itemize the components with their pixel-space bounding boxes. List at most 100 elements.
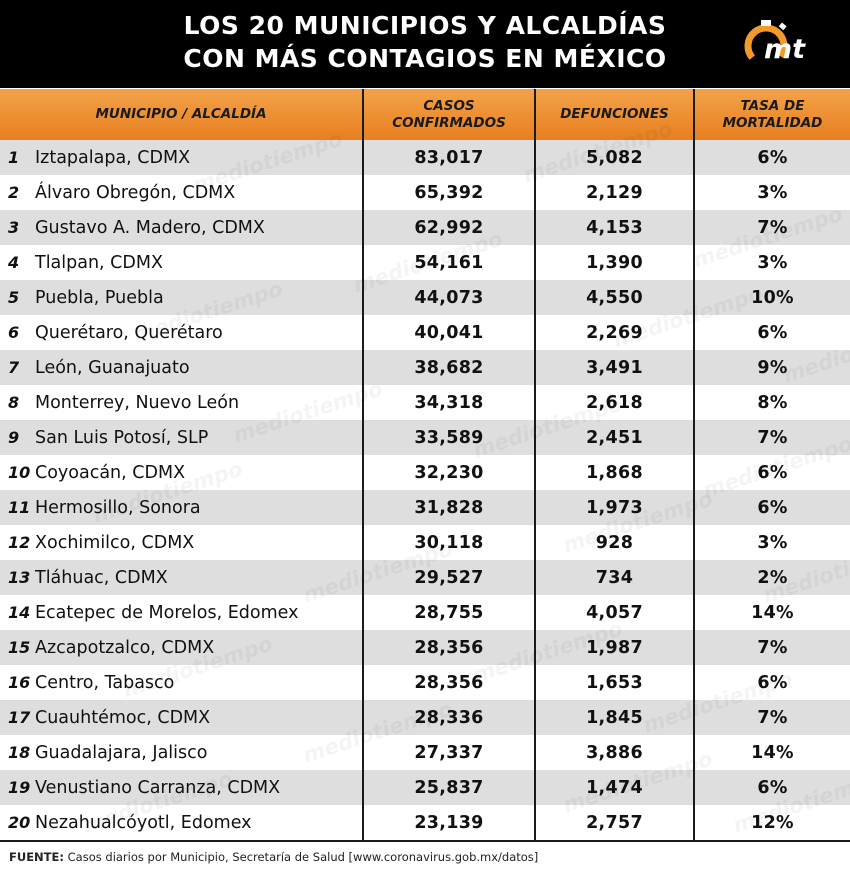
rank-number: 14 xyxy=(8,602,31,622)
rank-number: 15 xyxy=(8,637,31,657)
source-footer: FUENTE: Casos diarios por Municipio, Sec… xyxy=(0,840,850,870)
deaths-cell: 4,057 xyxy=(534,595,694,630)
mortality-rate-cell: 3% xyxy=(693,525,850,560)
cases-cell: 30,118 xyxy=(362,525,535,560)
deaths-cell: 3,491 xyxy=(534,350,694,385)
mortality-rate-cell: 7% xyxy=(693,630,850,665)
municipio-name: Álvaro Obregón, CDMX xyxy=(35,182,236,203)
municipio-cell: 9 San Luis Potosí, SLP xyxy=(0,420,363,455)
municipio-name: Azcapotzalco, CDMX xyxy=(35,637,215,658)
table-row: 6 Querétaro, Querétaro 40,041 2,269 6% xyxy=(0,315,850,350)
municipio-cell: 19 Venustiano Carranza, CDMX xyxy=(0,770,363,805)
mortality-rate-cell: 7% xyxy=(693,700,850,735)
mortality-rate-cell: 2% xyxy=(693,560,850,595)
cases-cell: 28,356 xyxy=(362,630,535,665)
municipio-cell: 10 Coyoacán, CDMX xyxy=(0,455,363,490)
page-title-line-2: CON MÁS CONTAGIOS EN MÉXICO xyxy=(183,44,667,73)
deaths-cell: 1,390 xyxy=(534,245,694,280)
deaths-cell: 4,153 xyxy=(534,210,694,245)
cases-cell: 27,337 xyxy=(362,735,535,770)
municipio-cell: 7 León, Guanajuato xyxy=(0,350,363,385)
stopwatch-logo-icon: mt xyxy=(744,20,806,68)
table-row: 18 Guadalajara, Jalisco 27,337 3,886 14% xyxy=(0,735,850,770)
table-header-row: MUNICIPIO / ALCALDÍA CASOS CONFIRMADOS DE… xyxy=(0,89,850,140)
table-row: 20 Nezahualcóyotl, Edomex 23,139 2,757 12% xyxy=(0,805,850,840)
deaths-cell: 734 xyxy=(534,560,694,595)
municipio-cell: 15 Azcapotzalco, CDMX xyxy=(0,630,363,665)
deaths-cell: 1,845 xyxy=(534,700,694,735)
deaths-cell: 2,618 xyxy=(534,385,694,420)
cases-cell: 28,755 xyxy=(362,595,535,630)
source-label: FUENTE: xyxy=(9,850,64,864)
table-row: 17 Cuauhtémoc, CDMX 28,336 1,845 7% xyxy=(0,700,850,735)
mortality-rate-cell: 6% xyxy=(693,315,850,350)
cases-cell: 65,392 xyxy=(362,175,535,210)
data-table: MUNICIPIO / ALCALDÍA CASOS CONFIRMADOS DE… xyxy=(0,89,850,840)
mortality-rate-cell: 9% xyxy=(693,350,850,385)
municipio-cell: 1 Iztapalapa, CDMX xyxy=(0,140,363,175)
mortality-rate-cell: 7% xyxy=(693,420,850,455)
rank-number: 9 xyxy=(8,427,20,447)
municipio-cell: 3 Gustavo A. Madero, CDMX xyxy=(0,210,363,245)
table-row: 9 San Luis Potosí, SLP 33,589 2,451 7% xyxy=(0,420,850,455)
mortality-rate-cell: 7% xyxy=(693,210,850,245)
table-row: 10 Coyoacán, CDMX 32,230 1,868 6% xyxy=(0,455,850,490)
deaths-cell: 2,129 xyxy=(534,175,694,210)
cases-cell: 62,992 xyxy=(362,210,535,245)
table-row: 12 Xochimilco, CDMX 30,118 928 3% xyxy=(0,525,850,560)
municipio-name: Hermosillo, Sonora xyxy=(35,497,201,518)
cases-cell: 38,682 xyxy=(362,350,535,385)
municipio-cell: 20 Nezahualcóyotl, Edomex xyxy=(0,805,363,840)
deaths-cell: 928 xyxy=(534,525,694,560)
mortality-rate-cell: 6% xyxy=(693,665,850,700)
deaths-cell: 1,973 xyxy=(534,490,694,525)
municipio-name: Venustiano Carranza, CDMX xyxy=(35,777,281,798)
municipio-cell: 14 Ecatepec de Morelos, Edomex xyxy=(0,595,363,630)
deaths-cell: 2,757 xyxy=(534,805,694,840)
mortality-rate-cell: 6% xyxy=(693,490,850,525)
cases-cell: 33,589 xyxy=(362,420,535,455)
cases-cell: 28,356 xyxy=(362,665,535,700)
table-row: 8 Monterrey, Nuevo León 34,318 2,618 8% xyxy=(0,385,850,420)
table-row: 16 Centro, Tabasco 28,356 1,653 6% xyxy=(0,665,850,700)
cases-cell: 28,336 xyxy=(362,700,535,735)
municipio-cell: 13 Tláhuac, CDMX xyxy=(0,560,363,595)
municipio-cell: 8 Monterrey, Nuevo León xyxy=(0,385,363,420)
rank-number: 16 xyxy=(8,672,31,692)
table-row: 15 Azcapotzalco, CDMX 28,356 1,987 7% xyxy=(0,630,850,665)
municipio-cell: 12 Xochimilco, CDMX xyxy=(0,525,363,560)
source-text: Casos diarios por Municipio, Secretaría … xyxy=(67,850,539,864)
table-row: 1 Iztapalapa, CDMX 83,017 5,082 6% xyxy=(0,140,850,175)
municipio-name: Puebla, Puebla xyxy=(35,287,164,308)
logo-text: mt xyxy=(764,34,806,65)
municipio-name: Nezahualcóyotl, Edomex xyxy=(35,812,252,833)
table-row: 14 Ecatepec de Morelos, Edomex 28,755 4,057… xyxy=(0,595,850,630)
cases-cell: 32,230 xyxy=(362,455,535,490)
cases-cell: 34,318 xyxy=(362,385,535,420)
rank-number: 4 xyxy=(8,252,20,272)
rank-number: 20 xyxy=(8,812,31,832)
deaths-cell: 2,451 xyxy=(534,420,694,455)
mortality-rate-cell: 6% xyxy=(693,140,850,175)
mortality-rate-cell: 3% xyxy=(693,245,850,280)
table-row: 5 Puebla, Puebla 44,073 4,550 10% xyxy=(0,280,850,315)
municipio-name: León, Guanajuato xyxy=(35,357,190,378)
title-bar: LOS 20 MUNICIPIOS Y ALCALDÍAS CON MÁS CO… xyxy=(0,0,850,88)
mortality-rate-cell: 3% xyxy=(693,175,850,210)
table-row: 11 Hermosillo, Sonora 31,828 1,973 6% xyxy=(0,490,850,525)
cases-cell: 40,041 xyxy=(362,315,535,350)
table-row: 2 Álvaro Obregón, CDMX 65,392 2,129 3% xyxy=(0,175,850,210)
deaths-cell: 1,474 xyxy=(534,770,694,805)
mortality-rate-cell: 6% xyxy=(693,770,850,805)
municipio-cell: 6 Querétaro, Querétaro xyxy=(0,315,363,350)
mortality-rate-cell: 14% xyxy=(693,595,850,630)
municipio-name: Centro, Tabasco xyxy=(35,672,175,693)
municipio-cell: 18 Guadalajara, Jalisco xyxy=(0,735,363,770)
cases-cell: 44,073 xyxy=(362,280,535,315)
table-row: 13 Tláhuac, CDMX 29,527 734 2% xyxy=(0,560,850,595)
municipio-name: Cuauhtémoc, CDMX xyxy=(35,707,211,728)
municipio-cell: 17 Cuauhtémoc, CDMX xyxy=(0,700,363,735)
cases-cell: 83,017 xyxy=(362,140,535,175)
rank-number: 8 xyxy=(8,392,20,412)
rank-number: 13 xyxy=(8,567,31,587)
